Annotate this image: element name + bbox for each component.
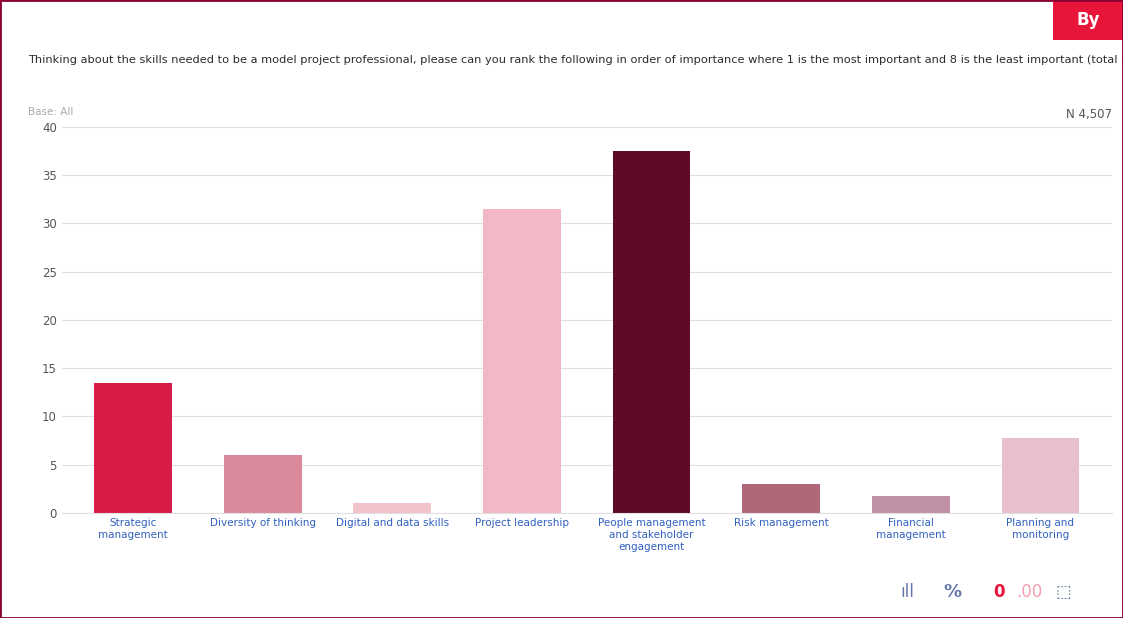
Bar: [223, 455, 302, 513]
Text: N 4,507: N 4,507: [1066, 108, 1112, 121]
Text: Thinking about the skills needed to be a model project professional, please can : Thinking about the skills needed to be a…: [28, 56, 1123, 66]
Text: ıll: ıll: [901, 583, 914, 601]
Bar: [483, 209, 560, 513]
Bar: [871, 496, 950, 513]
Text: %: %: [943, 583, 961, 601]
Text: .00: .00: [1016, 583, 1042, 601]
Text: ❯: ❯: [1019, 14, 1032, 26]
Bar: [1002, 438, 1079, 513]
FancyBboxPatch shape: [1053, 0, 1123, 40]
Text: By: By: [1077, 11, 1099, 29]
Bar: [613, 151, 691, 513]
Bar: [742, 484, 820, 513]
Text: 0: 0: [994, 583, 1005, 601]
Text: ⬚: ⬚: [1056, 583, 1071, 601]
Bar: [354, 503, 431, 513]
Text: Base: All: Base: All: [28, 107, 73, 117]
Bar: [94, 383, 172, 513]
Text: Future trends: Future trends: [20, 11, 159, 29]
